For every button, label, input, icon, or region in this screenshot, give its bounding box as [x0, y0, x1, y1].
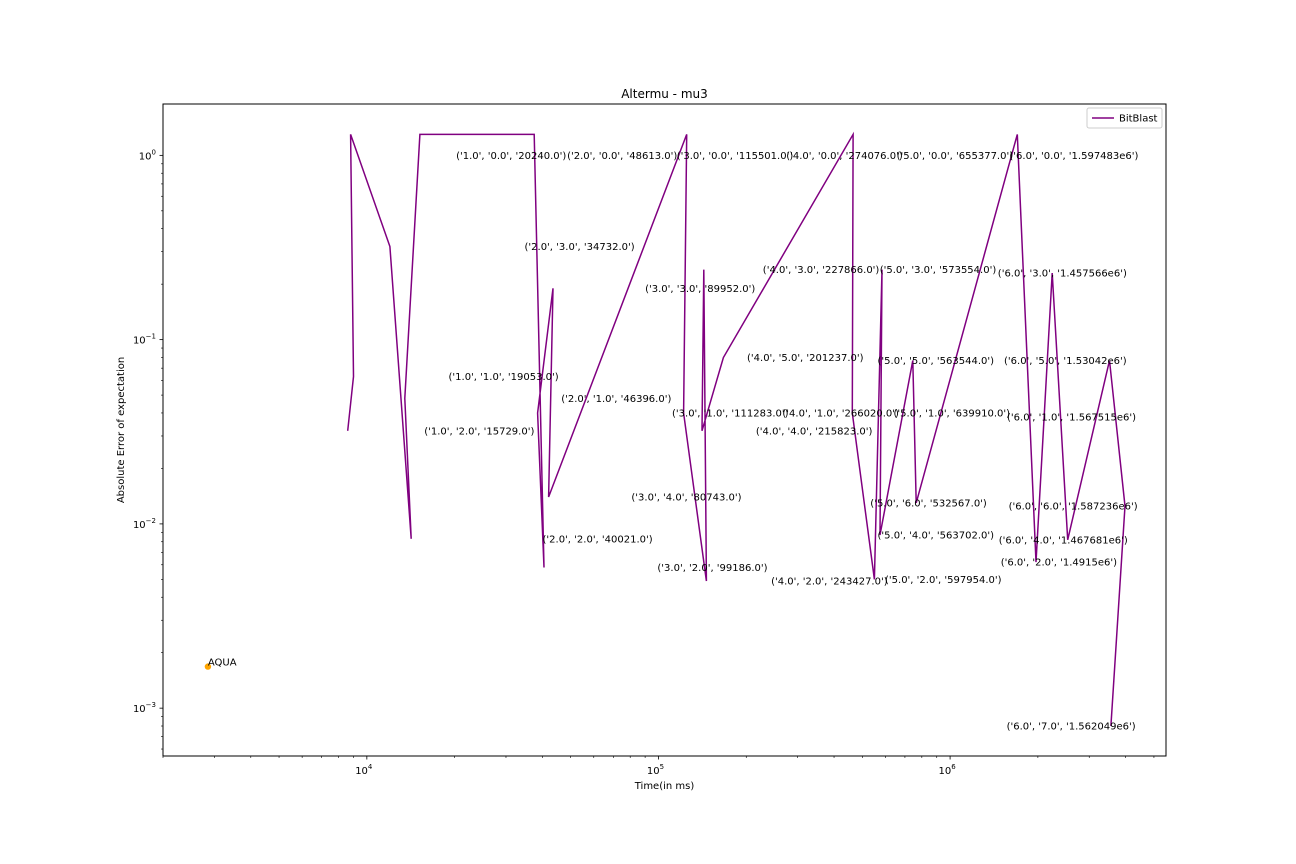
chart-title: Altermu - mu3: [621, 87, 708, 101]
point-label: ('6.0', '4.0', '1.467681e6'): [999, 535, 1128, 546]
point-label: ('1.0', '0.0', '20240.0'): [456, 151, 566, 162]
point-label: ('5.0', '4.0', '563702.0'): [878, 531, 995, 542]
x-tick-base: 10: [355, 766, 368, 777]
y-tick-base: 10: [133, 336, 146, 347]
y-tick-label: 10−1: [133, 333, 156, 347]
point-label: ('2.0', '0.0', '48613.0'): [567, 151, 677, 162]
point-label: ('6.0', '0.0', '1.597483e6'): [1009, 151, 1138, 162]
legend: BitBlast: [1086, 107, 1163, 129]
point-label: ('2.0', '3.0', '34732.0'): [525, 242, 635, 253]
y-tick-exponent: −3: [146, 701, 156, 709]
point-label: ('3.0', '0.0', '115501.0'): [677, 151, 794, 162]
point-label: ('6.0', '3.0', '1.457566e6'): [998, 269, 1127, 280]
point-label: ('3.0', '3.0', '89952.0'): [645, 284, 755, 295]
point-label: ('4.0', '5.0', '201237.0'): [747, 353, 864, 364]
x-axis-ticks: 104 105 106: [162, 756, 1155, 777]
x-axis-label: Time(in ms): [634, 781, 695, 792]
x-tick-base: 10: [938, 766, 951, 777]
y-tick-label: 100: [139, 148, 156, 162]
point-label: ('6.0', '1.0', '1.567515e6'): [1007, 413, 1136, 424]
y-tick-exponent: −2: [146, 517, 156, 525]
point-label: ('1.0', '1.0', '19053.0'): [449, 372, 559, 383]
x-tick-label: 106: [938, 763, 956, 777]
y-tick-base: 10: [139, 151, 152, 162]
x-tick-exponent: 6: [951, 763, 956, 771]
x-tick-label: 104: [355, 763, 373, 777]
series-line-bitblast: [346, 131, 1126, 727]
point-label: ('5.0', '1.0', '639910.0'): [894, 409, 1011, 420]
axes-frame: [162, 103, 1167, 757]
legend-label-bitblast: BitBlast: [1119, 114, 1158, 125]
point-label: ('4.0', '0.0', '274076.0'): [786, 151, 903, 162]
point-label: ('3.0', '1.0', '111283.0'): [672, 409, 789, 420]
point-label: ('4.0', '1.0', '266020.0'): [782, 409, 899, 420]
point-label: ('2.0', '1.0', '46396.0'): [561, 394, 671, 405]
y-tick-base: 10: [133, 704, 146, 715]
point-label: ('5.0', '2.0', '597954.0'): [885, 575, 1002, 586]
point-label: ('6.0', '5.0', '1.53042e6'): [1004, 356, 1127, 367]
plot-area: [204, 131, 1126, 727]
point-annotations: ('1.0', '0.0', '20240.0') ('1.0', '1.0', …: [208, 151, 1139, 733]
x-tick-exponent: 4: [368, 763, 373, 771]
point-label: ('4.0', '3.0', '227866.0'): [763, 265, 880, 276]
point-label: ('5.0', '6.0', '532567.0'): [870, 498, 987, 509]
point-label: ('6.0', '6.0', '1.587236e6'): [1009, 502, 1138, 513]
point-label: ('2.0', '2.0', '40021.0'): [543, 534, 653, 545]
y-tick-exponent: 0: [152, 148, 156, 156]
x-tick-label: 105: [647, 763, 664, 777]
y-axis-label: Absolute Error of expectation: [116, 357, 127, 503]
aqua-marker: [204, 663, 212, 670]
point-label: ('5.0', '5.0', '563544.0'): [878, 356, 995, 367]
point-label: ('6.0', '2.0', '1.4915e6'): [1001, 558, 1117, 569]
point-label: ('3.0', '2.0', '99186.0'): [657, 563, 767, 574]
point-label: ('3.0', '4.0', '80743.0'): [631, 493, 741, 504]
y-tick-exponent: −1: [146, 333, 156, 341]
y-tick-label: 10−3: [133, 701, 156, 715]
point-label: ('1.0', '2.0', '15729.0'): [424, 426, 534, 437]
x-tick-exponent: 5: [660, 763, 664, 771]
y-tick-base: 10: [133, 520, 146, 531]
y-tick-label: 10−2: [133, 517, 156, 531]
point-label: ('4.0', '2.0', '243427.0'): [771, 577, 888, 588]
point-label: ('6.0', '7.0', '1.562049e6'): [1007, 722, 1136, 733]
point-label: ('5.0', '3.0', '573554.0'): [880, 265, 997, 276]
x-tick-base: 10: [647, 766, 660, 777]
aqua-label: AQUA: [208, 658, 237, 669]
legend-frame: [1086, 107, 1163, 129]
point-label: ('4.0', '4.0', '215823.0'): [756, 426, 873, 437]
point-label: ('5.0', '0.0', '655377.0'): [897, 151, 1014, 162]
